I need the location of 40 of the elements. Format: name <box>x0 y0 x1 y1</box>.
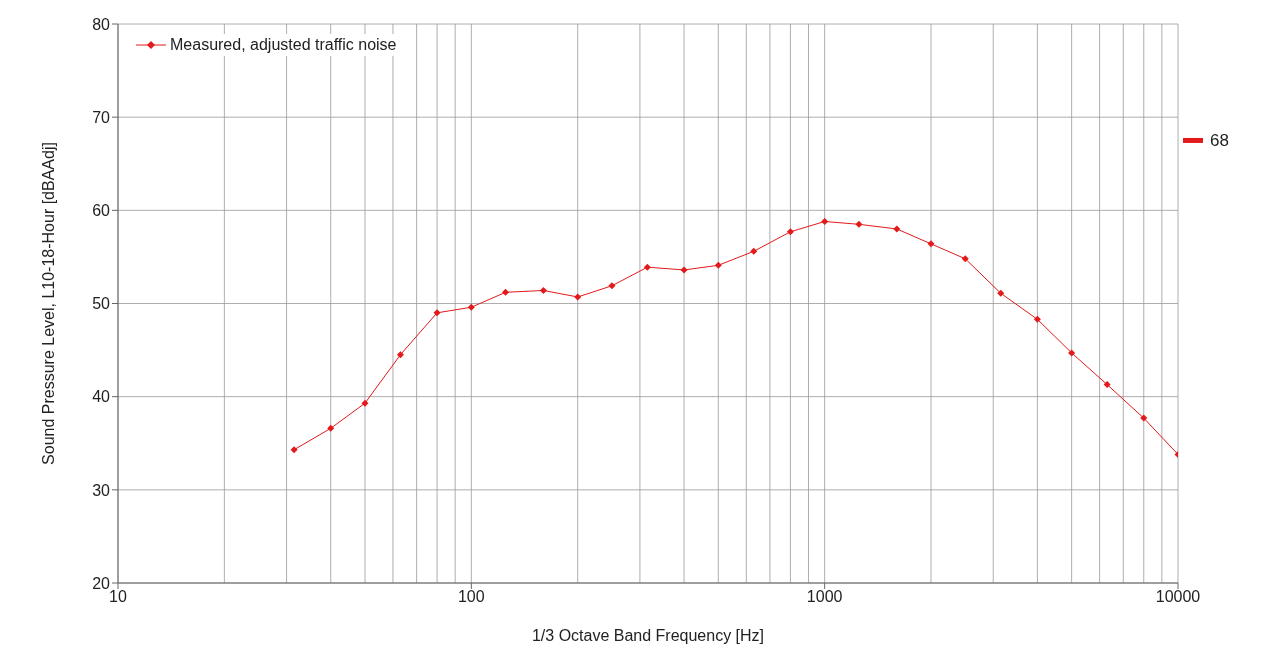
point <box>467 303 475 311</box>
point <box>361 399 369 407</box>
point <box>539 286 547 294</box>
y-tick-label: 50 <box>92 295 111 313</box>
point <box>433 309 441 317</box>
ref-line-label: 68 <box>1210 131 1229 151</box>
x-axis-title: 1/3 Octave Band Frequency [Hz] <box>531 627 765 644</box>
point <box>574 293 582 301</box>
point <box>1140 414 1148 422</box>
y-tick-label: 60 <box>92 202 111 220</box>
y-tick-label: 20 <box>92 574 111 592</box>
y-tick-label: 80 <box>92 15 111 33</box>
point <box>327 424 335 432</box>
point <box>502 288 510 296</box>
y-tick-label: 30 <box>92 481 111 499</box>
point <box>290 446 298 454</box>
point <box>680 266 688 274</box>
point <box>608 282 616 290</box>
y-axis-title: Sound Pressure Level, L10-18-Hour [dBAAdj] <box>39 142 57 465</box>
point <box>714 261 722 269</box>
point <box>997 289 1005 297</box>
x-tick-label: 10 <box>109 588 127 606</box>
point <box>786 228 794 236</box>
point <box>643 263 651 271</box>
point <box>1033 315 1041 323</box>
point <box>893 225 901 233</box>
point <box>821 218 829 226</box>
legend-label: Measured, adjusted traffic noise <box>170 36 397 54</box>
x-tick-label: 100 <box>457 588 485 606</box>
x-tick-label: 1000 <box>806 588 843 606</box>
point <box>961 255 969 263</box>
x-tick-label: 10000 <box>1155 588 1201 606</box>
point <box>927 240 935 248</box>
y-tick-label: 70 <box>92 108 111 126</box>
point <box>1068 349 1076 357</box>
point <box>1103 381 1111 389</box>
point <box>855 220 863 228</box>
point <box>750 247 758 255</box>
y-tick-label: 40 <box>92 388 111 406</box>
point <box>396 351 404 359</box>
